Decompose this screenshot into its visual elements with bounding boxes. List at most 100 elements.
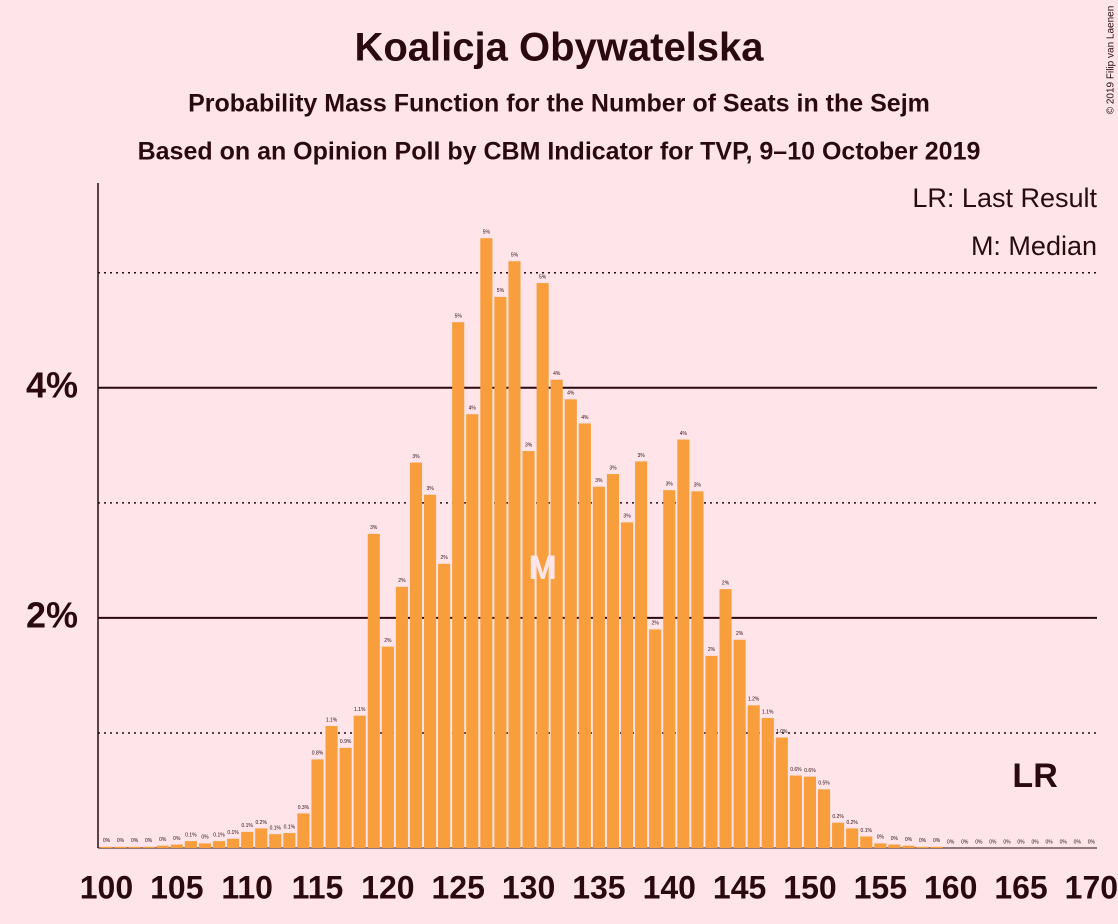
value-label: 2% (398, 578, 406, 584)
value-label: 3% (694, 483, 702, 489)
value-label: 3% (666, 482, 674, 488)
bar (663, 490, 676, 848)
x-tick-label: 120 (361, 869, 414, 905)
y-tick-label: 4% (26, 364, 78, 405)
bar (184, 841, 197, 848)
value-label: 0.1% (185, 832, 197, 838)
bar (846, 828, 859, 848)
value-label: 2% (708, 647, 716, 653)
value-label: 0.1% (213, 832, 225, 838)
value-label: 0% (1031, 839, 1039, 845)
bar (480, 238, 493, 848)
bar (156, 845, 169, 848)
bar (578, 423, 591, 848)
bar (100, 846, 113, 848)
x-tick-label: 165 (994, 869, 1047, 905)
value-label: 0% (877, 835, 885, 841)
value-label: 1.0% (776, 729, 788, 735)
bar (874, 843, 887, 848)
value-label: 0.1% (241, 823, 253, 829)
value-label: 0% (201, 835, 209, 841)
value-label: 2% (652, 621, 660, 627)
bar (241, 831, 254, 848)
bar (339, 747, 352, 848)
chart-subtitle: Based on an Opinion Poll by CBM Indicato… (138, 138, 981, 166)
chart-subtitle: Probability Mass Function for the Number… (188, 90, 930, 118)
value-label: 0% (1074, 839, 1082, 845)
bar (916, 846, 929, 848)
median-marker: M (528, 549, 556, 587)
value-label: 4% (581, 415, 589, 421)
x-tick-label: 150 (783, 869, 836, 905)
value-label: 0% (1060, 839, 1068, 845)
value-label: 3% (638, 453, 646, 459)
value-label: 2% (722, 580, 730, 586)
value-label: 0% (1003, 839, 1011, 845)
x-tick-label: 140 (643, 869, 696, 905)
bar (620, 522, 634, 848)
x-tick-label: 115 (292, 869, 344, 905)
bar (494, 296, 507, 849)
x-tick-label: 155 (854, 869, 907, 905)
value-label: 0% (159, 837, 167, 843)
value-label: 3% (412, 454, 420, 460)
value-label: 0.3% (298, 805, 310, 811)
bar (311, 759, 324, 848)
value-label: 0.8% (312, 751, 324, 757)
bar (424, 494, 437, 848)
value-label: 0.2% (256, 820, 268, 826)
chart-title: Koalicja Obywatelska (354, 26, 764, 70)
bar (452, 322, 465, 849)
x-tick-label: 105 (150, 869, 203, 905)
value-label: 0.6% (790, 767, 802, 773)
legend-note: M: Median (971, 231, 1097, 261)
x-tick-label: 160 (924, 869, 977, 905)
bar (747, 705, 760, 848)
bar (691, 491, 704, 848)
value-label: 3% (525, 442, 533, 448)
value-label: 0% (103, 838, 111, 844)
bar (508, 261, 521, 848)
bar (170, 844, 183, 848)
value-label: 0.1% (270, 826, 282, 832)
bar (888, 844, 901, 848)
bar (635, 461, 648, 848)
value-label: 0% (1017, 839, 1025, 845)
value-label: 5% (539, 274, 547, 280)
x-tick-label: 130 (502, 869, 555, 905)
bar (198, 843, 211, 848)
value-label: 0% (933, 838, 941, 844)
bar (649, 629, 662, 848)
bar (789, 775, 802, 848)
x-tick-label: 100 (80, 869, 133, 905)
bar (367, 533, 380, 848)
bar (536, 283, 549, 848)
last-result-marker: LR (1012, 757, 1057, 795)
x-tick-label: 110 (221, 869, 273, 905)
bar (902, 845, 915, 848)
x-tick-label: 170 (1065, 869, 1118, 905)
bar (817, 789, 831, 848)
value-label: 0.2% (846, 820, 858, 826)
value-label: 0% (919, 838, 927, 844)
bar (142, 846, 155, 848)
value-label: 1.1% (326, 717, 338, 723)
bar (606, 474, 620, 848)
legend-note: LR: Last Result (912, 183, 1097, 213)
bar (283, 833, 296, 848)
value-label: 4% (567, 391, 575, 397)
bar (212, 841, 226, 848)
value-label: 0% (1088, 839, 1096, 845)
value-label: 2% (384, 638, 392, 644)
value-label: 0% (989, 839, 997, 845)
value-label: 3% (609, 465, 617, 471)
bar (466, 414, 479, 848)
value-label: 5% (497, 288, 505, 294)
bar (860, 836, 873, 848)
bar (325, 726, 338, 848)
value-label: 0% (117, 838, 125, 844)
bar (775, 737, 788, 848)
bar (128, 846, 141, 848)
value-label: 0% (947, 839, 955, 845)
bar (550, 379, 563, 848)
